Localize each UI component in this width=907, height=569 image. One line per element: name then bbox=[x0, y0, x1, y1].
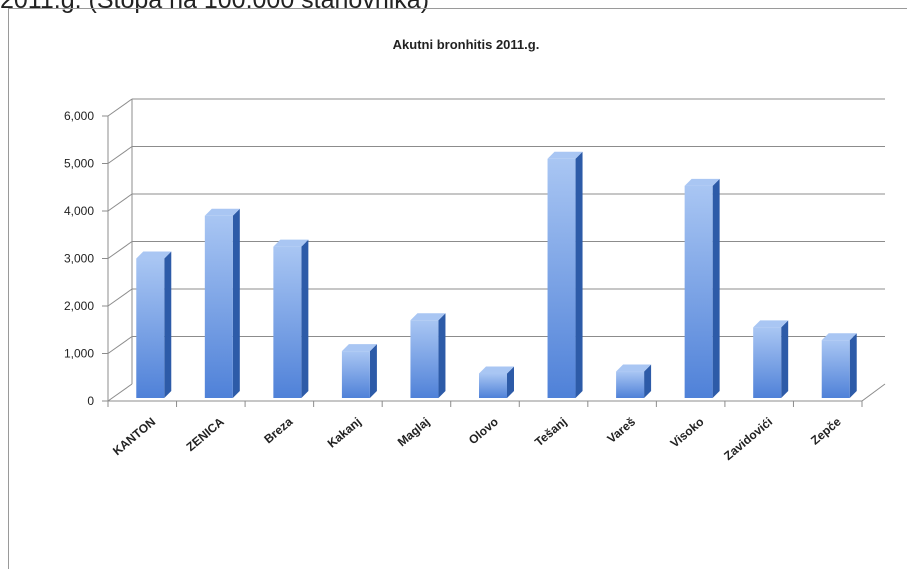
bar-top bbox=[136, 251, 172, 259]
bar bbox=[273, 239, 309, 398]
y-tick-label: 2,000 bbox=[64, 299, 94, 313]
bar-front bbox=[684, 185, 713, 398]
bar-side bbox=[712, 178, 720, 398]
bar-top bbox=[410, 313, 446, 321]
x-axis-labels: KANTON ZENICA Breza Kakanj Maglaj Olovo Tešanj… bbox=[110, 414, 844, 463]
bar bbox=[341, 344, 377, 398]
bar-side bbox=[644, 364, 652, 398]
bar bbox=[753, 320, 789, 398]
bar-front bbox=[479, 373, 507, 398]
page-heading: 2011.g. (Stopa na 100.000 stanovnika) bbox=[0, 0, 430, 14]
bar bbox=[479, 366, 514, 398]
x-tick-label: Zavidovići bbox=[721, 415, 775, 463]
bar-side bbox=[849, 333, 857, 398]
bar-front bbox=[547, 158, 576, 398]
bar-side bbox=[232, 208, 240, 398]
x-tick-label: Olovo bbox=[466, 415, 501, 448]
gridline-depth bbox=[107, 146, 133, 164]
x-tick-label: Vareš bbox=[604, 414, 638, 446]
bar-front bbox=[204, 215, 233, 398]
gridline-depth bbox=[107, 193, 133, 212]
bar-top bbox=[204, 208, 240, 216]
chart-title: Akutni bronhitis 2011.g. bbox=[393, 37, 540, 52]
bar-side bbox=[781, 320, 789, 398]
bar bbox=[684, 178, 720, 398]
y-tick-label: 5,000 bbox=[64, 157, 94, 171]
x-tick-label: KANTON bbox=[110, 415, 158, 459]
y-tick-label: 3,000 bbox=[64, 252, 94, 266]
bar-top bbox=[341, 344, 377, 352]
gridline-depth bbox=[107, 288, 133, 307]
bar-chart: Akutni bronhitis 2011.g. 0 1,000 2,000 3,00… bbox=[64, 37, 886, 463]
x-tick-label: Maglaj bbox=[395, 415, 433, 450]
bar-top bbox=[616, 364, 652, 372]
gridline-depth bbox=[107, 383, 133, 402]
bar-front bbox=[136, 258, 165, 398]
x-tick-label: Kakanj bbox=[325, 415, 364, 451]
y-tick-label: 1,000 bbox=[64, 347, 94, 361]
bar-front bbox=[341, 351, 370, 398]
chart-frame bbox=[8, 8, 907, 569]
y-tick-label: 4,000 bbox=[64, 204, 94, 218]
bar-side bbox=[438, 313, 446, 398]
x-tick-label: Breza bbox=[261, 414, 295, 446]
bar bbox=[136, 251, 172, 398]
x-tick-label: Visoko bbox=[668, 415, 707, 451]
bar-top bbox=[821, 333, 857, 341]
bar-side bbox=[164, 251, 172, 398]
bar-front bbox=[821, 340, 850, 398]
gridline-depth bbox=[107, 241, 133, 259]
gridline-depth bbox=[107, 98, 133, 117]
bar-top bbox=[273, 239, 309, 247]
bar-side bbox=[507, 366, 514, 398]
bars bbox=[136, 151, 857, 398]
bar-top bbox=[684, 178, 720, 186]
bar-front bbox=[410, 320, 439, 398]
bar bbox=[821, 333, 857, 398]
bar-top bbox=[547, 151, 583, 159]
bar bbox=[547, 151, 583, 398]
bar-front bbox=[273, 246, 302, 398]
bar-side bbox=[369, 344, 377, 398]
bar bbox=[616, 364, 652, 398]
y-axis-ticks: 0 1,000 2,000 3,000 4,000 5,000 6,000 bbox=[64, 109, 94, 408]
bar-top bbox=[753, 320, 789, 328]
bar-front bbox=[753, 327, 782, 398]
x-tick-label: Tešanj bbox=[532, 415, 569, 450]
x-tick-label: Zepče bbox=[808, 414, 844, 447]
bar bbox=[204, 208, 240, 398]
bar bbox=[410, 313, 446, 398]
bar-side bbox=[301, 239, 309, 398]
gridline-depth bbox=[107, 336, 133, 354]
bar-side bbox=[575, 151, 583, 398]
y-tick-label: 0 bbox=[87, 394, 94, 408]
bar-top bbox=[479, 366, 514, 374]
x-tick-label: ZENICA bbox=[184, 414, 227, 454]
bar-front bbox=[616, 371, 645, 398]
y-tick-label: 6,000 bbox=[64, 109, 94, 123]
